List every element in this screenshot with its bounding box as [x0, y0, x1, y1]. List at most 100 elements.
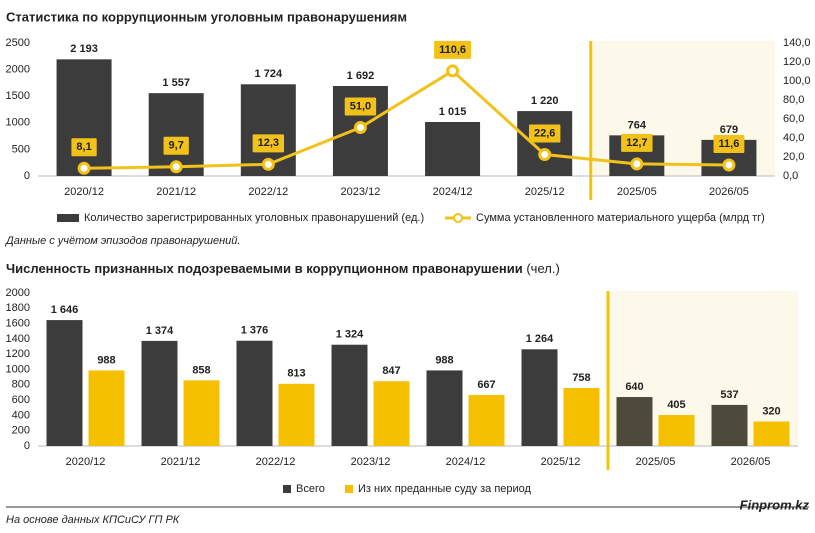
line-marker: [722, 158, 736, 172]
bar: [517, 111, 573, 176]
data-label: 1 557: [162, 77, 190, 89]
y-tick-label: 2500: [6, 37, 30, 49]
data-label: 667: [477, 379, 495, 391]
data-label: 12,3: [258, 137, 279, 149]
chart-title: Численность признанных подозреваемыми в …: [6, 261, 560, 276]
bar: [468, 394, 505, 446]
data-label: 813: [287, 368, 305, 380]
x-tick-label: 2021/12: [156, 186, 196, 198]
data-label: 51,0: [350, 100, 371, 112]
x-tick-label: 2025/05: [636, 456, 676, 468]
y-tick-label: 2000: [6, 287, 30, 299]
legend-label: Из них преданные суду за период: [358, 483, 532, 495]
data-label-box: [621, 133, 653, 152]
bar: [331, 344, 368, 446]
chart-title: Численность признанных подозреваемыми в …: [6, 261, 523, 276]
bar: [616, 397, 653, 446]
data-label-box: [163, 136, 189, 155]
bar: [88, 370, 125, 446]
data-label-box: [434, 40, 472, 59]
data-label: 764: [628, 119, 647, 131]
data-label: 988: [435, 354, 453, 366]
legend-label: Всего: [296, 483, 325, 495]
line-marker: [261, 157, 275, 171]
legend-symbol: [453, 213, 463, 223]
data-label: 110,6: [439, 44, 466, 56]
data-label-box: [252, 134, 285, 153]
y-tick-label: 0: [24, 440, 30, 452]
x-tick-label: 2022/12: [256, 456, 296, 468]
data-label: 537: [720, 389, 738, 401]
y-tick-label: 200: [12, 425, 30, 437]
y-tick-label: 1000: [6, 117, 30, 129]
data-label-box: [344, 97, 377, 116]
x-tick-label: 2026/05: [731, 456, 771, 468]
data-label: 679: [720, 124, 738, 136]
y-tick-label: 500: [12, 143, 30, 155]
y-tick-label: 1400: [6, 333, 30, 345]
data-label: 847: [382, 365, 400, 377]
bar: [426, 370, 463, 446]
x-tick-label: 2024/12: [433, 186, 473, 198]
data-label: 858: [192, 364, 210, 376]
y2-tick-label: 140,0: [783, 37, 811, 49]
y-tick-label: 1200: [6, 348, 30, 360]
y-tick-label: 2000: [6, 64, 30, 76]
bar: [658, 415, 695, 446]
data-label: 1 264: [526, 333, 554, 345]
bar: [278, 383, 315, 446]
y-tick-label: 600: [12, 394, 30, 406]
x-tick-label: 2020/12: [64, 186, 104, 198]
legend-symbol: [283, 485, 291, 493]
data-label: 758: [572, 372, 590, 384]
bar: [753, 421, 790, 446]
x-tick-label: 2025/12: [525, 186, 565, 198]
legend-symbol: [345, 485, 353, 493]
bar: [521, 349, 558, 446]
data-label: 405: [667, 399, 685, 411]
line: [84, 69, 729, 170]
y-tick-label: 1000: [6, 363, 30, 375]
chart-title: Статистика по коррупционным уголовным пр…: [6, 9, 407, 24]
bar: [425, 122, 481, 176]
y2-tick-label: 120,0: [783, 56, 811, 68]
x-tick-label: 2023/12: [351, 456, 391, 468]
x-tick-label: 2021/12: [161, 456, 201, 468]
bar: [46, 320, 83, 446]
y2-tick-label: 60,0: [783, 113, 804, 125]
y-tick-label: 1500: [6, 90, 30, 102]
x-tick-label: 2025/05: [617, 186, 657, 198]
data-label: 11,6: [719, 138, 740, 150]
y2-tick-label: 80,0: [783, 94, 804, 106]
data-label: 22,6: [534, 127, 555, 139]
data-label: 2 193: [70, 43, 98, 55]
line-marker: [538, 148, 552, 162]
data-label-box: [71, 138, 97, 157]
data-label: 1 376: [241, 325, 269, 337]
data-label: 8,1: [76, 141, 91, 153]
data-label: 1 692: [347, 70, 375, 82]
bar: [183, 380, 220, 446]
y-tick-label: 1800: [6, 302, 30, 314]
source: На основе данных КПСиСУ ГП РК: [6, 514, 180, 526]
y-tick-label: 1600: [6, 318, 30, 330]
line-marker: [630, 157, 644, 171]
data-label: 1 646: [51, 304, 79, 316]
data-label: 1 374: [146, 325, 174, 337]
legend-label: Сумма установленного материального ущерб…: [476, 212, 765, 224]
line-marker: [353, 121, 367, 135]
line-marker: [169, 160, 183, 174]
legend-label: Количество зарегистрированных уголовных …: [84, 212, 424, 224]
brand: Finprom.kz: [740, 497, 810, 512]
data-label: 988: [97, 354, 115, 366]
data-label-box: [528, 124, 561, 143]
line-marker: [446, 64, 460, 78]
y2-tick-label: 0,0: [783, 170, 798, 182]
y-tick-label: 0: [24, 170, 30, 182]
data-label: 1 324: [336, 329, 364, 341]
bar: [141, 340, 178, 446]
data-label: 320: [762, 405, 780, 417]
y2-tick-label: 20,0: [783, 151, 804, 163]
y-tick-label: 800: [12, 379, 30, 391]
